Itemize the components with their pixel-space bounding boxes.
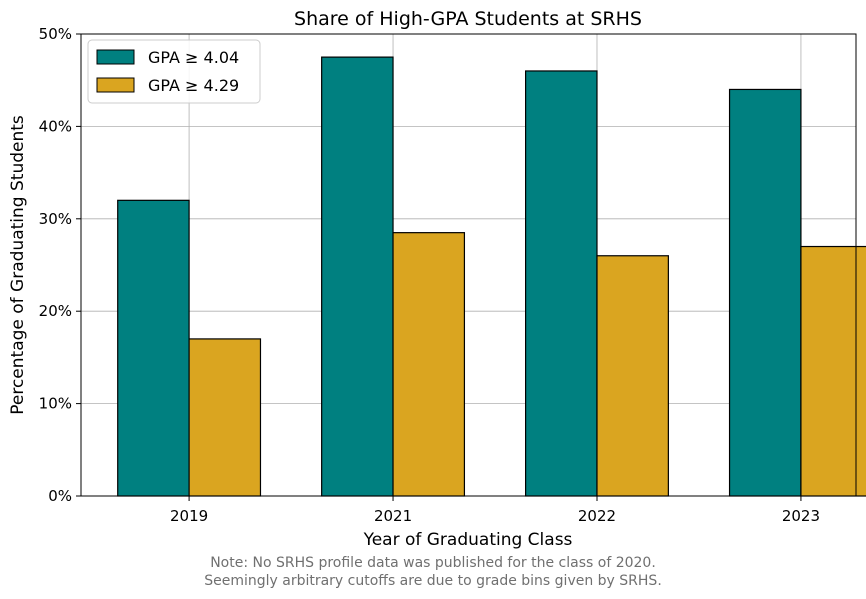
bars — [117, 56, 866, 497]
legend-label-gpa-404: GPA ≥ 4.04 — [148, 48, 239, 67]
legend-swatch-gpa-429 — [96, 77, 135, 93]
y-tick-label: 20% — [39, 302, 72, 320]
bar-gpa-404-2022 — [525, 70, 598, 497]
bar-gpa-404-2019 — [117, 199, 190, 497]
axis-ticks: 0% 10% 20% 30% 40% 50% 2019 2021 2022 2023 — [39, 25, 820, 525]
note-line-2: Seemingly arbitrary cutoffs are due to g… — [204, 573, 662, 589]
legend-swatch-gpa-404 — [96, 49, 135, 65]
y-tick-label: 0% — [48, 487, 72, 505]
x-tick-label: 2022 — [578, 507, 616, 525]
x-tick-label: 2021 — [374, 507, 412, 525]
bar-gpa-404-2021 — [321, 56, 394, 497]
x-tick-label: 2019 — [170, 507, 208, 525]
bar-gpa-429-2022 — [596, 255, 669, 497]
y-axis-label: Percentage of Graduating Students — [8, 115, 28, 415]
bar-gpa-404-2023 — [728, 88, 802, 497]
plot-frame — [80, 33, 857, 497]
y-tick-label: 40% — [39, 117, 72, 135]
y-tick-label: 50% — [39, 25, 72, 43]
legend-label-gpa-429: GPA ≥ 4.29 — [148, 76, 239, 95]
bar-gpa-429-2021 — [392, 232, 466, 497]
legend: GPA ≥ 4.04 GPA ≥ 4.29 — [87, 39, 261, 104]
y-tick-label: 30% — [39, 210, 72, 228]
chart-title: Share of High-GPA Students at SRHS — [294, 8, 642, 30]
y-tick-label: 10% — [39, 395, 72, 413]
bar-gpa-429-2019 — [188, 338, 262, 497]
bar-chart: 0% 10% 20% 30% 40% 50% 2019 2021 2022 2023 Share … — [8, 8, 866, 550]
x-tick-label: 2023 — [782, 507, 820, 525]
x-axis-label: Year of Graduating Class — [363, 530, 573, 550]
note-line-1: Note: No SRHS profile data was published… — [210, 555, 656, 571]
